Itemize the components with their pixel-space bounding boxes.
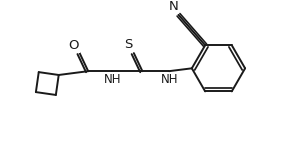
Text: O: O bbox=[69, 39, 79, 52]
Text: NH: NH bbox=[104, 73, 122, 86]
Text: N: N bbox=[169, 0, 178, 13]
Text: NH: NH bbox=[161, 73, 179, 86]
Text: S: S bbox=[124, 38, 132, 51]
